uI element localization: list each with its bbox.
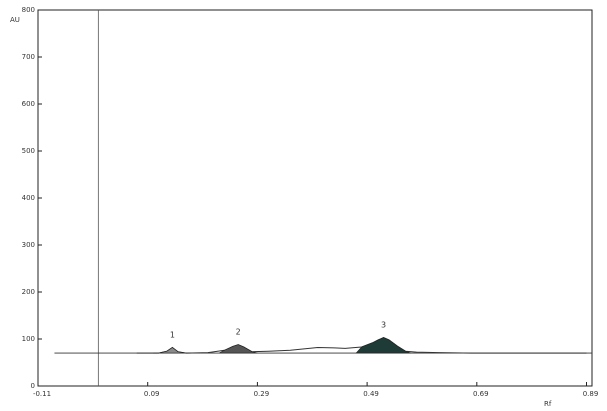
y-tick-label: 600	[22, 100, 35, 108]
peak-label: 3	[381, 321, 386, 330]
y-tick-label: 400	[22, 194, 35, 202]
y-tick-label: 0	[31, 382, 35, 390]
y-axis-label: AU	[10, 16, 20, 24]
axes	[38, 10, 592, 386]
x-axis-label: Rf	[544, 400, 552, 407]
peak-label: 2	[236, 328, 241, 337]
y-tick-label: 300	[22, 241, 35, 249]
peak-area	[153, 347, 191, 353]
x-tick-label: 0.29	[254, 390, 270, 398]
y-tick-label: 800	[22, 6, 35, 14]
x-tick-label: 0.69	[473, 390, 489, 398]
x-tick-label: -0.11	[33, 390, 51, 398]
x-tick-label: 0.09	[144, 390, 160, 398]
y-tick-label: 500	[22, 147, 35, 155]
y-tick-label: 100	[22, 335, 35, 343]
marks	[54, 337, 592, 353]
x-tick-label: 0.49	[363, 390, 379, 398]
peak-label: 1	[170, 330, 175, 339]
peak-area	[219, 345, 257, 353]
plot-border	[38, 10, 592, 386]
y-tick-label: 700	[22, 53, 35, 61]
y-tick-label: 200	[22, 288, 35, 296]
peak-area	[356, 338, 411, 354]
x-tick-label: 0.89	[583, 390, 599, 398]
